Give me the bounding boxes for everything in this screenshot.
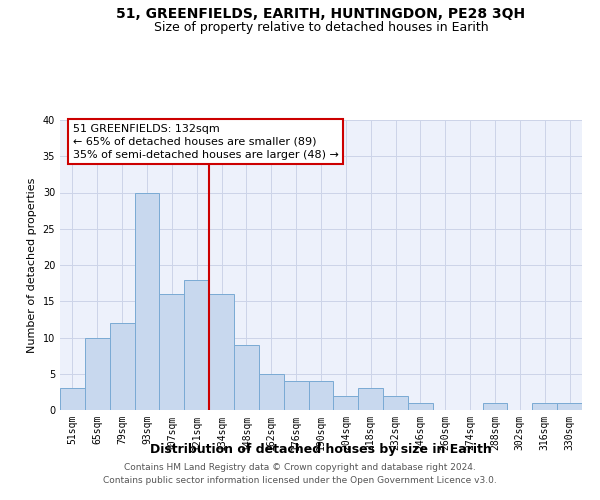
Bar xyxy=(383,396,408,410)
Bar xyxy=(482,403,508,410)
Text: Distribution of detached houses by size in Earith: Distribution of detached houses by size … xyxy=(150,442,492,456)
Bar xyxy=(234,345,259,410)
Bar xyxy=(60,388,85,410)
Bar xyxy=(358,388,383,410)
Bar xyxy=(408,403,433,410)
Bar xyxy=(160,294,184,410)
Text: Contains public sector information licensed under the Open Government Licence v3: Contains public sector information licen… xyxy=(103,476,497,485)
Y-axis label: Number of detached properties: Number of detached properties xyxy=(27,178,37,352)
Text: 51, GREENFIELDS, EARITH, HUNTINGDON, PE28 3QH: 51, GREENFIELDS, EARITH, HUNTINGDON, PE2… xyxy=(116,8,526,22)
Bar xyxy=(184,280,209,410)
Bar xyxy=(209,294,234,410)
Bar xyxy=(308,381,334,410)
Bar xyxy=(284,381,308,410)
Bar xyxy=(85,338,110,410)
Bar xyxy=(557,403,582,410)
Text: Size of property relative to detached houses in Earith: Size of property relative to detached ho… xyxy=(154,21,488,34)
Bar xyxy=(334,396,358,410)
Text: 51 GREENFIELDS: 132sqm
← 65% of detached houses are smaller (89)
35% of semi-det: 51 GREENFIELDS: 132sqm ← 65% of detached… xyxy=(73,124,338,160)
Text: Contains HM Land Registry data © Crown copyright and database right 2024.: Contains HM Land Registry data © Crown c… xyxy=(124,464,476,472)
Bar xyxy=(532,403,557,410)
Bar xyxy=(259,374,284,410)
Bar xyxy=(134,192,160,410)
Bar xyxy=(110,323,134,410)
